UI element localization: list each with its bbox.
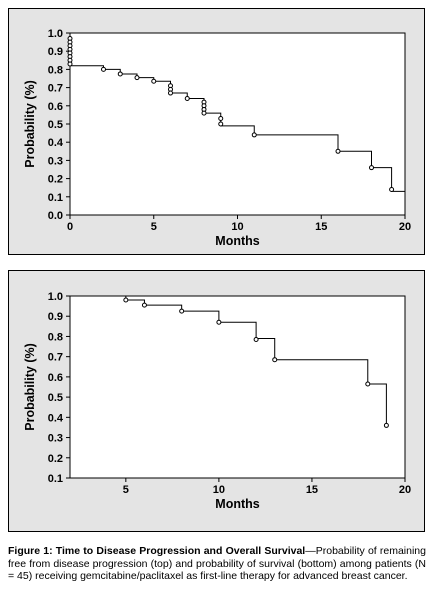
top-censor-marker xyxy=(151,78,157,84)
top-censor-marker xyxy=(134,75,140,81)
top-x-tick-label: 5 xyxy=(151,221,157,233)
top-x-tick-label: 15 xyxy=(315,221,327,233)
bottom-y-tick-label: 0.3 xyxy=(48,433,63,445)
bottom-y-tick-label: 0.5 xyxy=(48,392,63,404)
bottom-x-tick-label: 15 xyxy=(306,484,318,496)
top-y-tick-label: 0.6 xyxy=(48,101,63,113)
top-censor-marker xyxy=(218,121,224,127)
top-censor-marker xyxy=(184,96,190,102)
top-censor-marker xyxy=(67,61,73,67)
top-y-tick-label: 0.0 xyxy=(48,210,63,222)
top-censor-marker xyxy=(117,71,123,77)
caption-title: Figure 1: Time to Disease Progression an… xyxy=(8,545,306,557)
bottom-censor-marker xyxy=(179,308,185,314)
bottom-y-tick-label: 0.6 xyxy=(48,372,63,384)
top-y-tick-label: 1.0 xyxy=(48,28,63,40)
bottom-x-tick-label: 5 xyxy=(123,484,129,496)
top-y-tick-label: 0.8 xyxy=(48,64,63,76)
top-y-tick-label: 0.5 xyxy=(48,119,63,131)
bottom-y-tick-label: 0.1 xyxy=(48,473,63,485)
top-x-axis-label: Months xyxy=(215,234,259,248)
top-censor-marker xyxy=(201,110,207,116)
top-y-tick-label: 0.2 xyxy=(48,174,63,186)
bottom-y-tick-label: 0.4 xyxy=(48,412,64,424)
bottom-x-tick-label: 20 xyxy=(399,484,411,496)
bottom-censor-marker xyxy=(272,357,278,363)
bottom-y-axis-label: Probability (%) xyxy=(23,343,37,431)
top-x-tick-label: 0 xyxy=(67,221,73,233)
top-x-tick-label: 10 xyxy=(231,221,243,233)
figure-caption: Figure 1: Time to Disease Progression an… xyxy=(8,545,426,583)
bottom-y-tick-label: 0.9 xyxy=(48,311,63,323)
bottom-censor-marker xyxy=(141,302,147,308)
bottom-censor-marker xyxy=(123,297,129,303)
bottom-censor-marker xyxy=(365,381,371,387)
top-y-tick-label: 0.7 xyxy=(48,83,63,95)
top-plot-area xyxy=(69,32,406,216)
bottom-plot-area xyxy=(69,295,406,479)
bottom-y-tick-label: 1.0 xyxy=(48,291,63,303)
top-y-tick-label: 0.9 xyxy=(48,46,63,58)
bottom-y-tick-label: 0.7 xyxy=(48,352,63,364)
bottom-x-axis-label: Months xyxy=(215,497,259,511)
bottom-censor-marker xyxy=(253,336,259,342)
top-censor-marker xyxy=(101,66,106,72)
top-x-tick-label: 20 xyxy=(399,221,411,233)
top-censor-marker xyxy=(218,116,224,122)
top-y-tick-label: 0.1 xyxy=(48,192,63,204)
bottom-y-tick-label: 0.2 xyxy=(48,453,63,465)
bottom-x-tick-label: 10 xyxy=(213,484,225,496)
top-censor-marker xyxy=(168,90,173,96)
top-censor-marker xyxy=(389,187,395,193)
top-y-tick-label: 0.3 xyxy=(48,155,63,167)
top-y-axis-label: Probability (%) xyxy=(23,80,37,168)
top-censor-marker xyxy=(335,148,341,154)
bottom-censor-marker xyxy=(383,422,389,428)
caption-text: —Probability of remaining free from dise… xyxy=(8,545,426,582)
bottom-censor-marker xyxy=(216,319,222,325)
top-censor-marker xyxy=(251,132,257,138)
top-y-tick-label: 0.4 xyxy=(48,137,64,149)
bottom-y-tick-label: 0.8 xyxy=(48,331,63,343)
top-censor-marker xyxy=(369,165,374,171)
